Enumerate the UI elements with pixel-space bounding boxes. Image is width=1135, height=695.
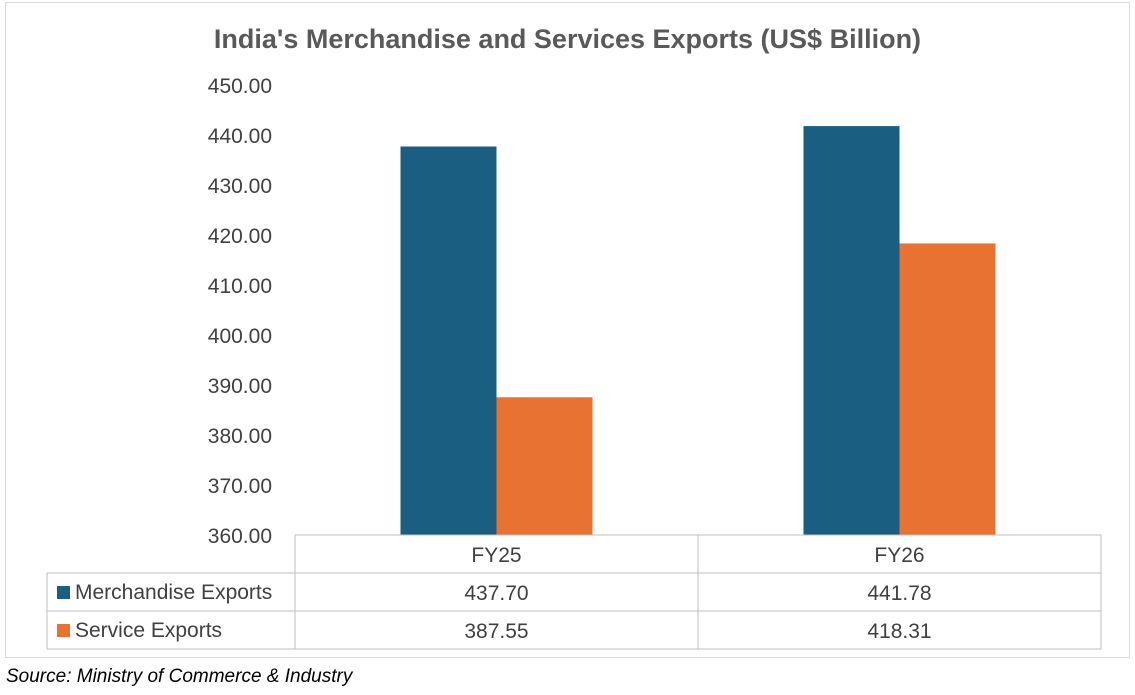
y-tick-label: 370.00 xyxy=(208,475,272,498)
y-tick-label: 420.00 xyxy=(208,225,272,248)
y-tick-label: 400.00 xyxy=(208,325,272,348)
bar-service-fy26 xyxy=(899,243,996,535)
data-label: 418.31 xyxy=(867,620,931,643)
chart-svg: 360.00 370.00 380.00 390.00 400.00 410.00 420.… xyxy=(46,75,1102,650)
y-tick-label: 450.00 xyxy=(208,75,272,98)
data-label: 437.70 xyxy=(464,582,528,605)
data-label: 387.55 xyxy=(464,620,528,643)
chart-title: India's Merchandise and Services Exports… xyxy=(213,24,922,54)
x-category-label: FY25 xyxy=(471,544,521,567)
legend-label-service: Service Exports xyxy=(75,619,222,642)
data-label: 441.78 xyxy=(867,582,931,605)
y-tick-label: 380.00 xyxy=(208,425,272,448)
bar-merchandise-fy26 xyxy=(803,126,900,535)
source-note: Source: Ministry of Commerce & Industry xyxy=(6,666,353,687)
y-tick-label: 410.00 xyxy=(208,275,272,298)
chart-frame xyxy=(5,2,1130,658)
y-tick-label: 430.00 xyxy=(208,175,272,198)
y-tick-label: 390.00 xyxy=(208,375,272,398)
legend-swatch-merchandise xyxy=(57,586,70,599)
legend-swatch-service xyxy=(57,624,70,637)
y-tick-label: 440.00 xyxy=(208,125,272,148)
bar-service-fy25 xyxy=(496,397,593,535)
legend-label-merchandise: Merchandise Exports xyxy=(75,581,272,604)
bar-merchandise-fy25 xyxy=(400,146,497,535)
x-category-label: FY26 xyxy=(874,544,924,567)
y-tick-label: 360.00 xyxy=(208,525,272,548)
